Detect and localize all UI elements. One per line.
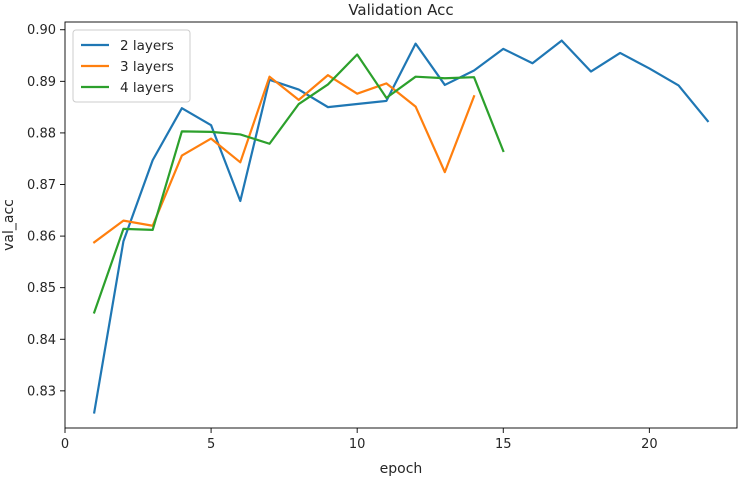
data-point-2-layers <box>473 70 475 72</box>
data-point-3-layers <box>181 155 183 157</box>
data-point-2-layers <box>181 107 183 109</box>
chart-title: Validation Acc <box>348 1 453 19</box>
data-point-3-layers <box>123 220 125 222</box>
x-tick-label: 5 <box>207 437 215 452</box>
data-point-3-layers <box>473 95 475 97</box>
data-point-4-layers <box>181 131 183 133</box>
data-point-4-layers <box>415 76 417 78</box>
data-point-2-layers <box>707 120 709 122</box>
data-point-2-layers <box>561 40 563 42</box>
data-point-2-layers <box>415 43 417 45</box>
data-point-2-layers <box>152 159 154 161</box>
x-tick-label: 15 <box>495 437 512 452</box>
data-point-2-layers <box>619 52 621 54</box>
data-point-3-layers <box>269 76 271 78</box>
data-point-2-layers <box>240 200 242 202</box>
data-point-4-layers <box>356 54 358 56</box>
data-point-2-layers <box>386 100 388 102</box>
data-point-3-layers <box>298 99 300 101</box>
data-point-3-layers <box>386 83 388 85</box>
data-point-4-layers <box>152 229 154 231</box>
legend-box <box>72 29 191 103</box>
data-point-4-layers <box>444 77 446 79</box>
data-point-2-layers <box>93 412 95 414</box>
series-line-4-layers <box>92 53 505 314</box>
y-tick-label: 0.87 <box>27 178 56 193</box>
data-point-2-layers <box>649 68 651 70</box>
y-tick-label: 0.89 <box>27 75 56 90</box>
data-point-3-layers <box>327 74 329 76</box>
data-point-3-layers <box>210 138 212 140</box>
legend-label-4-layers: 4 layers <box>120 80 174 96</box>
data-point-4-layers <box>473 76 475 78</box>
data-point-3-layers <box>93 241 95 243</box>
x-tick-label: 0 <box>61 437 69 452</box>
data-point-2-layers <box>210 124 212 126</box>
data-point-4-layers <box>210 131 212 133</box>
legend: 2 layers 3 layers 4 layers <box>72 29 191 103</box>
data-point-2-layers <box>444 84 446 86</box>
data-point-2-layers <box>298 89 300 91</box>
y-tick-label: 0.85 <box>27 281 56 296</box>
data-point-3-layers <box>444 171 446 173</box>
data-point-4-layers <box>298 103 300 105</box>
data-point-3-layers <box>415 106 417 108</box>
data-point-4-layers <box>240 134 242 136</box>
data-point-4-layers <box>502 150 504 152</box>
y-tick-label: 0.84 <box>27 333 56 348</box>
data-point-2-layers <box>123 240 125 242</box>
data-point-3-layers <box>356 93 358 95</box>
y-tick-label: 0.83 <box>27 384 56 399</box>
data-point-4-layers <box>123 228 125 230</box>
plot-frame <box>64 21 738 429</box>
x-tick-label: 10 <box>349 437 366 452</box>
data-point-2-layers <box>678 85 680 87</box>
y-axis-label: val_acc <box>1 199 17 251</box>
data-point-4-layers <box>269 143 271 145</box>
data-point-4-layers <box>386 97 388 99</box>
data-point-2-layers <box>502 48 504 50</box>
data-point-2-layers <box>532 62 534 64</box>
data-point-4-layers <box>93 312 95 314</box>
y-tick-label: 0.88 <box>27 126 56 141</box>
x-axis-label: epoch <box>380 461 423 477</box>
data-point-2-layers <box>590 71 592 73</box>
series-line-2-layers <box>92 39 710 414</box>
y-tick-label: 0.86 <box>27 230 56 245</box>
axes-layer: 0 5 10 15 20 0.83 0.84 0.85 0.86 0.87 0.88 0.89 0.90 <box>27 21 738 452</box>
legend-label-2-layers: 2 layers <box>120 38 174 54</box>
legend-label-3-layers: 3 layers <box>120 59 174 75</box>
data-point-3-layers <box>240 162 242 164</box>
y-tick-label: 0.90 <box>27 23 56 38</box>
x-tick-label: 20 <box>641 437 658 452</box>
data-point-2-layers <box>327 106 329 108</box>
data-point-4-layers <box>327 84 329 86</box>
data-point-2-layers <box>356 103 358 105</box>
series-layer <box>92 39 710 414</box>
